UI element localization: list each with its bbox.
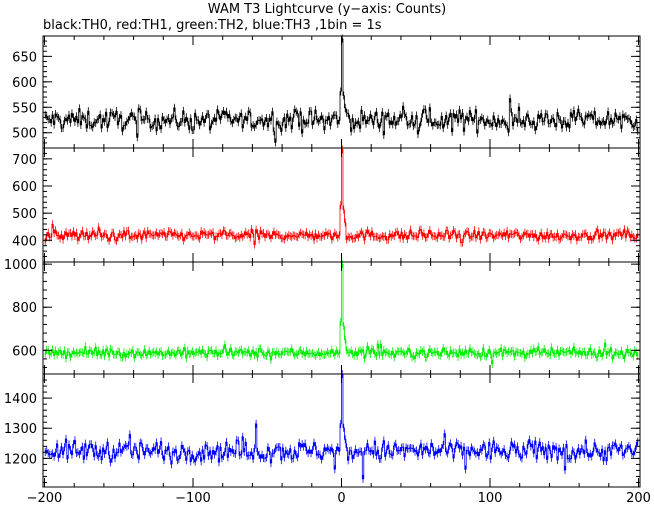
y-tick-label: 700 (12, 153, 37, 168)
chart-subtitle: black:TH0, red:TH1, green:TH2, blue:TH3 … (43, 18, 382, 33)
chart-title: WAM T3 Lightcurve (y−axis: Counts) (207, 2, 447, 17)
x-tick-label: 0 (337, 491, 345, 505)
series-line-th2 (44, 260, 639, 369)
y-tick-label: 500 (12, 207, 37, 222)
x-tick-label: −100 (175, 491, 211, 505)
y-tick-label: 1200 (4, 452, 37, 467)
series-line-th1 (44, 145, 639, 249)
y-tick-label: 650 (12, 50, 37, 65)
y-tick-label: 600 (12, 180, 37, 195)
y-tick-label: 600 (12, 344, 37, 359)
y-tick-label: 1400 (4, 392, 37, 407)
series-line-th0 (44, 34, 639, 147)
y-tick-label: 800 (12, 301, 37, 316)
x-tick-label: 200 (626, 491, 651, 505)
y-tick-label: 400 (12, 234, 37, 249)
y-tick-label: 1000 (4, 258, 37, 273)
x-tick-label: 100 (478, 491, 503, 505)
y-tick-label: 550 (12, 101, 37, 116)
y-tick-label: 600 (12, 76, 37, 91)
y-tick-label: 1300 (4, 422, 37, 437)
x-tick-label: −200 (27, 491, 63, 505)
y-tick-label: 500 (12, 127, 37, 142)
series-line-th3 (44, 370, 639, 483)
